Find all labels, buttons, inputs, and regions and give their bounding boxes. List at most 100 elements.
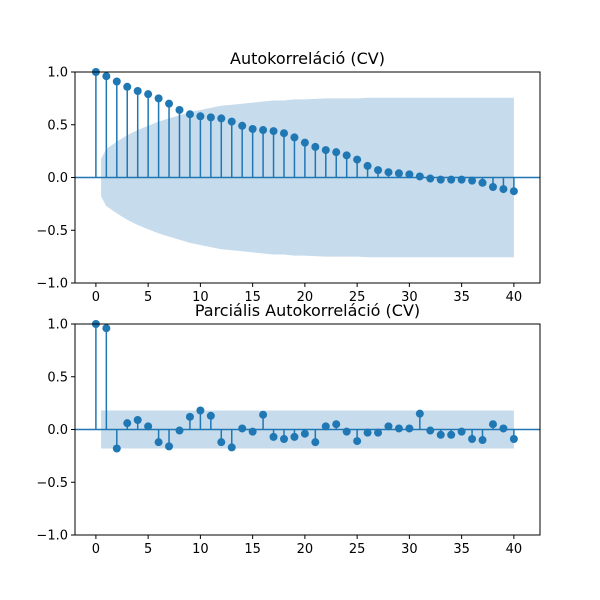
pacf-marker <box>112 444 121 453</box>
acf-marker <box>311 142 320 151</box>
acf-marker <box>300 138 309 147</box>
acf-marker <box>342 151 351 160</box>
acf-x-tick-label: 20 <box>297 290 314 305</box>
pacf-y-tick-label: 1.0 <box>47 318 68 333</box>
acf-marker <box>133 86 142 95</box>
pacf-marker <box>488 420 497 429</box>
acf-y-tick-label: 1.0 <box>47 66 68 81</box>
pacf-marker <box>165 442 174 451</box>
acf-marker <box>384 168 393 177</box>
acf-marker <box>499 185 508 194</box>
acf-marker <box>175 105 184 114</box>
pacf-marker <box>394 424 403 433</box>
acf-x-tick-label: 25 <box>349 290 366 305</box>
acf-marker <box>468 176 477 185</box>
pacf-x-tick-label: 25 <box>349 542 366 557</box>
pacf-marker <box>415 409 424 418</box>
pacf-marker <box>290 432 299 441</box>
pacf-y-tick-label: 0.0 <box>47 423 68 438</box>
pacf-y-tick-label: −0.5 <box>36 476 68 491</box>
pacf-marker <box>468 434 477 443</box>
pacf-marker <box>300 429 309 438</box>
pacf-marker <box>248 427 257 436</box>
pacf-marker <box>206 411 215 420</box>
acf-marker <box>436 175 445 184</box>
pacf-x-tick-label: 5 <box>144 542 152 557</box>
pacf-marker <box>509 434 518 443</box>
pacf-title: Parciális Autokorreláció (CV) <box>195 301 420 320</box>
acf-marker <box>447 175 456 184</box>
acf-marker <box>154 94 163 103</box>
pacf-marker <box>175 426 184 435</box>
pacf-marker <box>185 412 194 421</box>
pacf-marker <box>154 438 163 447</box>
pacf-marker <box>144 422 153 431</box>
pacf-marker <box>363 428 372 437</box>
pacf-x-tick-label: 0 <box>92 542 100 557</box>
acf-marker <box>248 124 257 133</box>
pacf-marker <box>259 410 268 419</box>
pacf-x-tick-label: 20 <box>297 542 314 557</box>
pacf-x-tick-label: 15 <box>244 542 261 557</box>
pacf-marker <box>457 427 466 436</box>
acf-marker <box>269 127 278 136</box>
acf-marker <box>426 174 435 183</box>
acf-marker <box>457 175 466 184</box>
acf-marker <box>227 117 236 126</box>
acf-x-tick-label: 35 <box>453 290 470 305</box>
pacf-marker <box>269 432 278 441</box>
pacf-marker <box>238 424 247 433</box>
acf-marker <box>405 170 414 179</box>
pacf-marker <box>321 422 330 431</box>
acf-marker <box>279 129 288 138</box>
pacf-x-tick-label: 10 <box>192 542 209 557</box>
acf-y-tick-label: 0.0 <box>47 171 68 186</box>
acf-marker <box>238 121 247 130</box>
pacf-y-tick-label: 0.5 <box>47 370 68 385</box>
acf-marker <box>196 112 205 121</box>
pacf-marker <box>133 416 142 425</box>
acf-marker <box>206 113 215 122</box>
acf-y-tick-label: 0.5 <box>47 118 68 133</box>
acf-marker <box>374 166 383 175</box>
acf-marker <box>165 99 174 108</box>
pacf-plot: 0 5 10 15 20 25 30 35 40 1.0 0.5 0.0 −0.5 −1.0 Parciál… <box>36 301 541 557</box>
acf-marker <box>478 178 487 187</box>
acf-marker <box>509 187 518 196</box>
pacf-marker <box>478 436 487 445</box>
pacf-marker <box>353 437 362 446</box>
acf-marker <box>144 90 153 99</box>
pacf-marker <box>332 420 341 429</box>
pacf-marker <box>384 422 393 431</box>
pacf-marker <box>426 426 435 435</box>
acf-x-tick-label: 5 <box>144 290 152 305</box>
acf-marker <box>363 161 372 170</box>
acf-plot: 0 5 10 15 20 25 30 35 40 1.0 0.5 0.0 −0.5 −1.0 Autokor… <box>36 49 541 305</box>
pacf-marker <box>405 424 414 433</box>
acf-marker <box>102 72 111 81</box>
pacf-marker <box>447 430 456 439</box>
pacf-marker <box>311 438 320 447</box>
acf-x-tick-label: 15 <box>244 290 261 305</box>
pacf-marker <box>279 434 288 443</box>
acf-title: Autokorreláció (CV) <box>230 49 385 68</box>
pacf-marker <box>342 427 351 436</box>
acf-marker <box>217 114 226 123</box>
acf-y-tick-label: −1.0 <box>36 277 68 292</box>
pacf-x-tick-label: 30 <box>401 542 418 557</box>
pacf-marker <box>227 443 236 452</box>
acf-y-tick-label: −0.5 <box>36 224 68 239</box>
acf-x-tick-label: 0 <box>92 290 100 305</box>
acf-marker <box>394 169 403 178</box>
pacf-marker <box>499 424 508 433</box>
acf-marker <box>259 126 268 135</box>
pacf-x-tick-label: 35 <box>453 542 470 557</box>
acf-marker <box>123 82 132 91</box>
pacf-marker <box>123 419 132 428</box>
acf-x-tick-label: 40 <box>506 290 523 305</box>
pacf-marker <box>102 324 111 333</box>
acf-marker <box>332 148 341 157</box>
pacf-marker <box>196 406 205 415</box>
acf-marker <box>353 155 362 164</box>
